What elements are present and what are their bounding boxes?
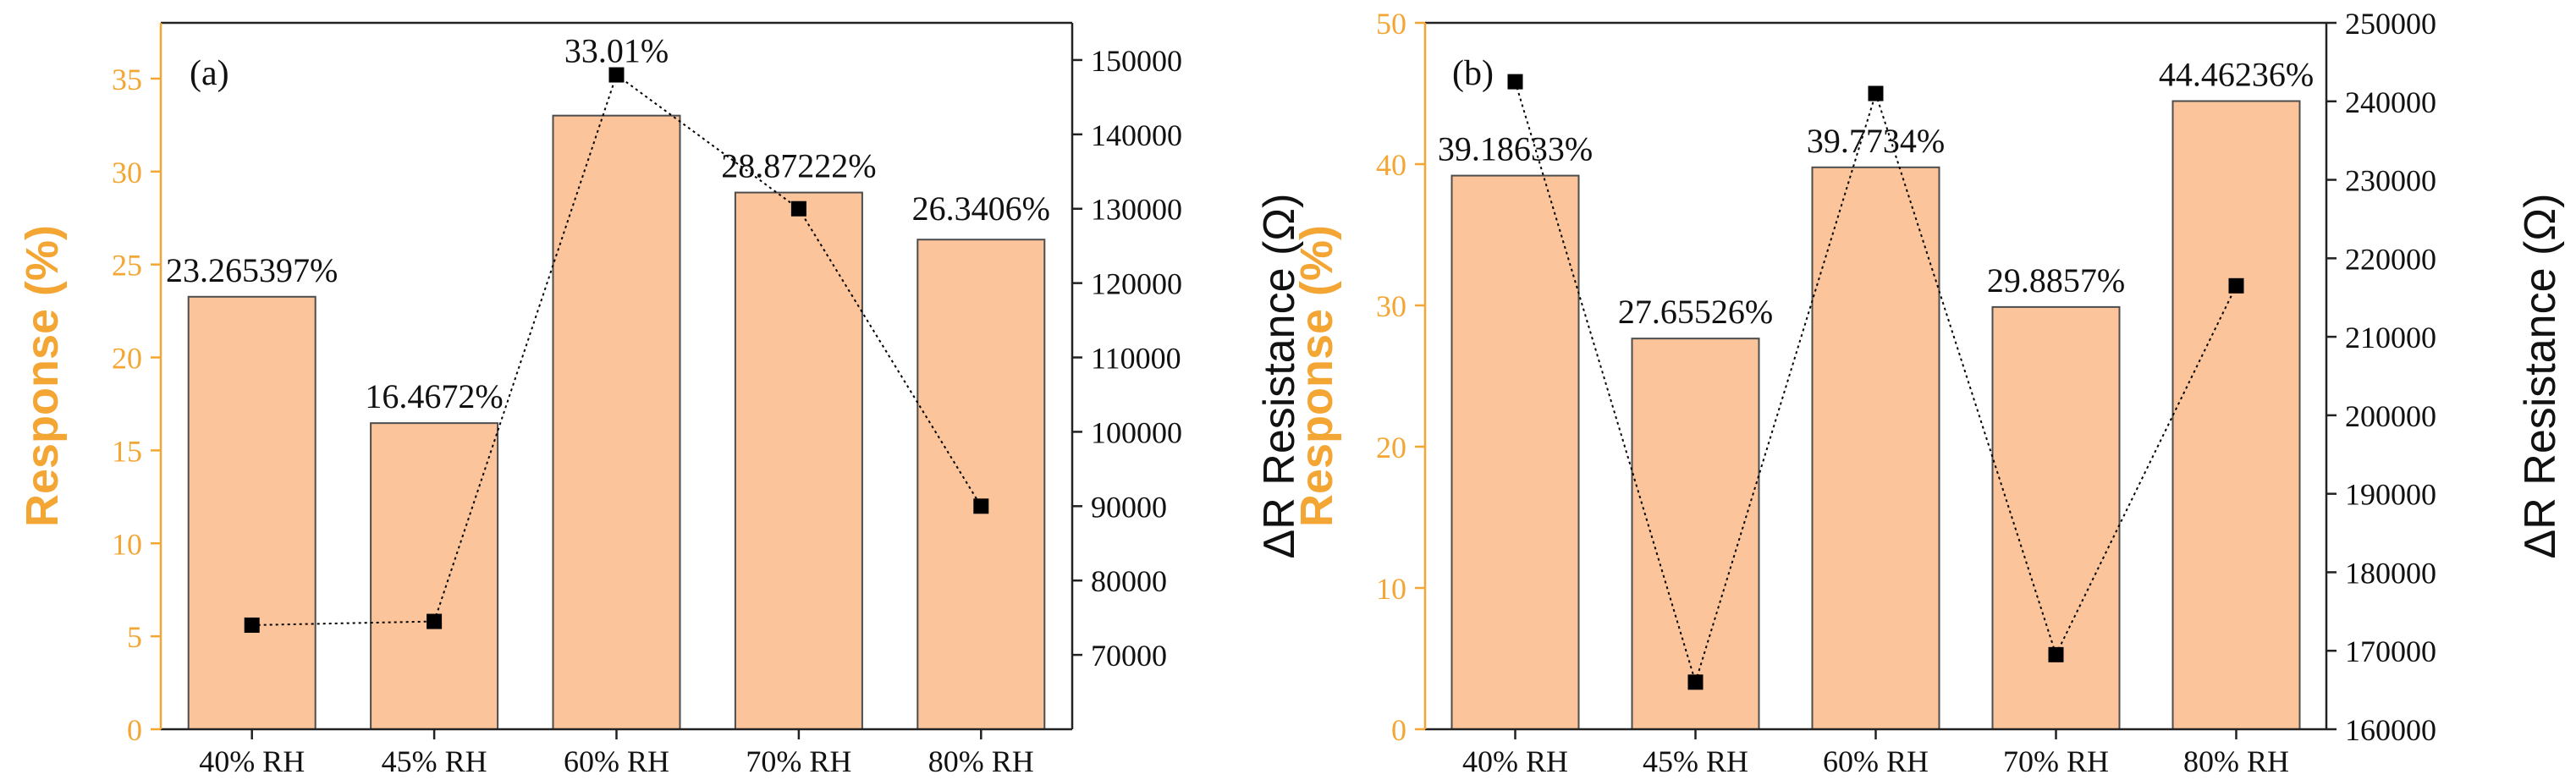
x-tick-label: 60% RH [1823, 744, 1929, 778]
left-tick-label: 0 [127, 713, 142, 747]
data-point-marker [427, 613, 443, 629]
data-point-marker [244, 617, 260, 633]
right-tick-label: 240000 [2345, 85, 2436, 119]
data-point-marker [2228, 277, 2244, 294]
left-tick-label: 50 [1376, 7, 1406, 41]
right-tick-label: 80000 [1091, 564, 1167, 598]
left-tick-label: 40 [1376, 148, 1406, 182]
data-label: 39.7734% [1807, 122, 1945, 160]
series-line-segment [798, 208, 983, 507]
bar [2171, 100, 2301, 731]
bar [370, 422, 499, 730]
right-tick-label: 100000 [1091, 415, 1182, 449]
data-label: 29.8857% [1987, 261, 2125, 299]
x-tick-label: 60% RH [564, 744, 669, 778]
series-line-segment [433, 74, 618, 622]
data-point-marker [790, 200, 806, 217]
data-label: 33.01% [564, 32, 669, 70]
panel-label: (a) [190, 54, 229, 93]
left-tick-label: 20 [1376, 431, 1406, 464]
right-tick-label: 110000 [1091, 342, 1181, 376]
bar [916, 239, 1046, 731]
right-tick-label: 120000 [1091, 267, 1182, 301]
right-tick-label: 140000 [1091, 118, 1182, 152]
left-tick-label: 25 [112, 249, 142, 283]
left-tick-label: 30 [1376, 289, 1406, 323]
data-point-marker [1687, 674, 1704, 690]
data-label: 16.4672% [365, 377, 503, 415]
series-line-segment [615, 74, 800, 210]
series-line-segment [1694, 93, 1877, 683]
data-label: 27.65526% [1618, 293, 1773, 331]
series-line-segment [1514, 81, 1697, 683]
right-tick-label: 210000 [2345, 321, 2436, 354]
x-tick-label: 80% RH [928, 744, 1034, 778]
data-point-marker [1868, 85, 1884, 102]
right-tick-label: 170000 [2345, 634, 2436, 668]
left-tick-label: 10 [1376, 572, 1406, 606]
bar [1631, 338, 1760, 730]
chart-panel-b: 39.18633% 27.65526% 39.7734% 29.8857% 44.462… [1291, 7, 2565, 778]
left-tick-label: 5 [127, 620, 142, 654]
x-tick-label: 70% RH [2003, 744, 2109, 778]
bar [552, 114, 681, 730]
left-tick-label: 0 [1391, 713, 1406, 747]
data-point-marker [973, 498, 989, 514]
x-tick-label: 40% RH [1462, 744, 1568, 778]
y-axis-title-right: ΔR Resistance (Ω) [2516, 194, 2565, 559]
right-tick-label: 190000 [2345, 478, 2436, 512]
right-tick-label: 200000 [2345, 399, 2436, 433]
series-line-segment [251, 620, 435, 626]
y-axis-title-left: Response (%) [17, 225, 68, 527]
data-point-marker [2048, 646, 2064, 662]
data-label: 28.87222% [721, 147, 876, 185]
bar [187, 295, 316, 730]
data-label: 39.18633% [1438, 130, 1593, 168]
right-tick-label: 130000 [1091, 193, 1182, 227]
x-tick-label: 80% RH [2183, 744, 2289, 778]
bar [734, 191, 863, 730]
right-tick-label: 90000 [1091, 490, 1167, 524]
right-tick-label: 250000 [2345, 7, 2436, 41]
data-label: 26.3406% [912, 190, 1050, 228]
x-tick-label: 45% RH [1643, 744, 1748, 778]
right-tick-label: 180000 [2345, 556, 2436, 590]
data-point-marker [1507, 74, 1523, 90]
chart-panel-a: 23.265397% 16.4672% 33.01% 28.87222% 26.3406… [17, 21, 1304, 778]
right-tick-label: 160000 [2345, 713, 2436, 747]
y-axis-title-right: ΔR Resistance (Ω) [1255, 194, 1304, 559]
right-tick-label: 230000 [2345, 164, 2436, 198]
x-tick-label: 45% RH [382, 744, 487, 778]
data-label: 44.46236% [2159, 55, 2314, 93]
panel-label: (b) [1452, 54, 1494, 93]
bar [1811, 166, 1940, 730]
right-tick-label: 220000 [2345, 242, 2436, 276]
x-tick-label: 70% RH [746, 744, 851, 778]
bar [1450, 174, 1580, 730]
left-tick-label: 30 [112, 156, 142, 190]
left-tick-label: 20 [112, 342, 142, 376]
right-tick-label: 150000 [1091, 44, 1182, 78]
x-tick-label: 40% RH [199, 744, 305, 778]
data-point-marker [608, 67, 625, 83]
right-tick-label: 70000 [1091, 639, 1167, 673]
left-tick-label: 10 [112, 527, 142, 561]
left-tick-label: 15 [112, 434, 142, 468]
y-axis-title-left: Response (%) [1291, 225, 1342, 527]
left-tick-label: 35 [112, 63, 142, 96]
data-label: 23.265397% [166, 251, 338, 289]
